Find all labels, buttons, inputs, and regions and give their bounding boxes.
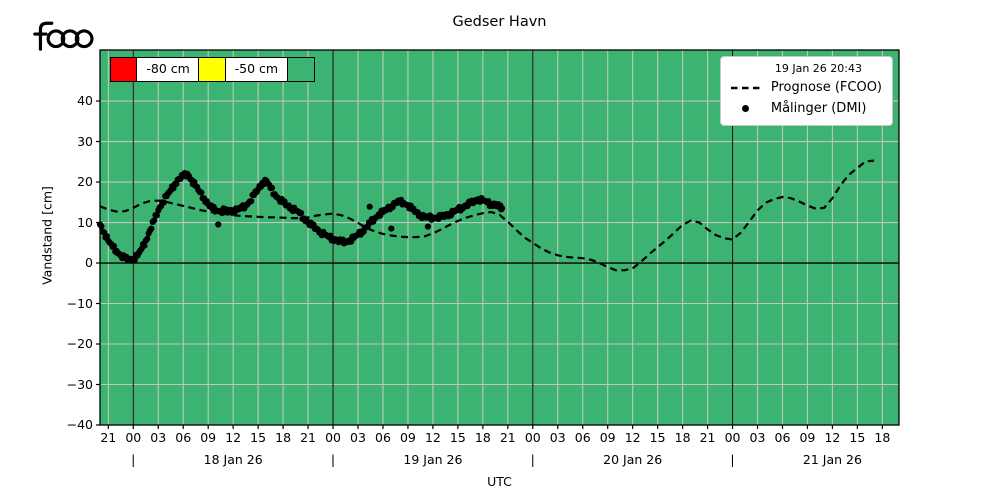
x-tick-label: 15 (649, 430, 666, 445)
x-tick-label: 06 (574, 430, 591, 445)
warning-threshold-label: -80 cm (136, 57, 200, 82)
chart-title: Gedser Havn (452, 14, 547, 30)
y-tick-label: −20 (66, 336, 93, 351)
measurement-dot (98, 223, 105, 230)
x-tick-label: 03 (549, 430, 566, 445)
x-tick-label: 06 (375, 430, 391, 445)
measurement-dot (141, 242, 148, 249)
date-separator: | (730, 452, 735, 467)
legend-item-label: Prognose (FCOO) (770, 80, 882, 95)
x-tick-label: 21 (100, 430, 117, 445)
legend-item-label: Målinger (DMI) (770, 101, 867, 116)
measurement-dot (148, 225, 155, 232)
x-axis-label: UTC (487, 474, 512, 489)
x-tick-label: 06 (774, 430, 791, 445)
x-tick-label: 03 (150, 430, 167, 445)
x-tick-label: 12 (624, 430, 641, 445)
x-tick-label: 12 (424, 430, 441, 445)
x-tick-label: 21 (300, 430, 317, 445)
warning-color-swatch (110, 57, 138, 82)
x-tick-label: 15 (449, 430, 466, 445)
measurement-dot (198, 189, 205, 196)
x-tick-label: 12 (824, 430, 841, 445)
x-tick-label: 00 (125, 430, 142, 445)
y-tick-label: −10 (66, 295, 93, 311)
x-tick-label: 12 (225, 430, 242, 445)
y-tick-label: 40 (77, 93, 93, 109)
date-label: 21 Jan 26 (802, 452, 862, 467)
date-label: 19 Jan 26 (403, 452, 463, 467)
y-tick-label: 30 (77, 133, 93, 149)
x-tick-label: 09 (799, 430, 816, 445)
warning-level-legend: -80 cm -50 cm (110, 57, 315, 82)
date-separator: | (330, 452, 336, 467)
date-label: 20 Jan 26 (603, 452, 663, 467)
measurement-dot (110, 242, 117, 250)
x-tick-label: 00 (524, 430, 541, 445)
x-tick-label: 15 (849, 430, 866, 445)
measurement-dot (366, 203, 373, 210)
x-tick-label: 06 (175, 430, 192, 445)
date-label: 18 Jan 26 (203, 452, 263, 467)
measurement-dot (424, 223, 431, 230)
date-separator: | (131, 452, 136, 467)
fcoo-logo (32, 19, 94, 55)
fcoo-logo-icon (33, 21, 94, 51)
y-tick-label: −40 (66, 417, 93, 432)
plot-border (99, 49, 900, 426)
y-tick-label: −30 (66, 376, 93, 392)
legend-title-timestamp: 19 Jan 26 20:43 (774, 62, 862, 75)
legend-item-prognose: Prognose (FCOO) (729, 77, 882, 98)
measurement-dot (144, 235, 151, 242)
y-tick-label: 0 (85, 255, 93, 270)
measurement-dot (498, 205, 506, 212)
x-tick-label: 09 (399, 430, 416, 445)
x-tick-label: 21 (699, 430, 716, 445)
measurement-dot (388, 225, 395, 232)
measurement-dot (268, 184, 276, 191)
x-tick-label: 15 (250, 430, 267, 445)
date-separator: | (530, 452, 535, 467)
dashed-line-icon (729, 85, 763, 91)
measurement-dot (151, 217, 158, 224)
x-tick-label: 00 (724, 430, 741, 445)
x-tick-label: 18 (275, 430, 292, 445)
measurement-dot (153, 212, 160, 219)
x-tick-label: 18 (874, 430, 891, 445)
warning-color-swatch (198, 57, 227, 82)
measurement-dot (248, 198, 255, 205)
warning-color-swatch (286, 57, 315, 82)
measurement-dot (131, 257, 138, 264)
measurement-dot (215, 221, 222, 228)
x-tick-label: 09 (200, 430, 217, 445)
x-tick-label: 03 (749, 430, 766, 445)
y-tick-label: 20 (77, 174, 93, 190)
x-tick-label: 18 (674, 430, 691, 445)
x-tick-label: 09 (599, 430, 616, 445)
legend-item-malinger: Målinger (DMI) (729, 98, 882, 119)
y-tick-label: 10 (77, 214, 93, 230)
warning-threshold-label: -50 cm (224, 57, 289, 82)
dot-marker-icon (729, 105, 763, 112)
x-tick-label: 03 (350, 430, 366, 445)
x-tick-label: 00 (325, 430, 341, 445)
legend-box: 19 Jan 26 20:43 Prognose (FCOO) Målinger… (719, 56, 893, 126)
x-tick-label: 21 (499, 430, 516, 445)
measurement-dot (298, 209, 305, 216)
measurement-dot (160, 199, 167, 206)
x-tick-label: 18 (474, 430, 491, 445)
